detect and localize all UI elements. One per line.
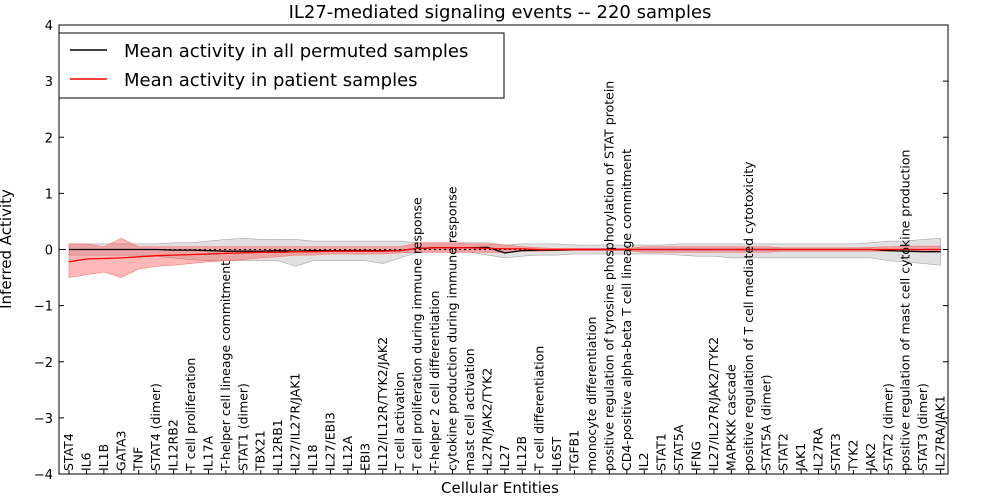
x-tick-label: STAT3 (828, 433, 843, 471)
x-tick-label: JAK1 (793, 443, 808, 472)
x-tick-label: EBI3 (357, 443, 372, 471)
confidence-bands (68, 238, 941, 278)
x-tick-label: IL1B (96, 444, 111, 471)
y-tick-label: −1 (34, 300, 53, 315)
x-axis-entity-labels: STAT4 IL6 IL1B GATA3 TNF STAT4 (dimer) IL12RB2… (61, 81, 948, 474)
x-tick-label: CD4-positive alpha-beta T cell lineage c… (619, 149, 634, 471)
x-tick-label: IL2 (636, 452, 651, 471)
x-tick-label: IL17A (201, 435, 216, 471)
legend: Mean activity in all permuted samples Me… (58, 32, 505, 99)
x-tick-label: TNF (131, 447, 146, 472)
y-tick-label: −4 (34, 468, 53, 483)
x-tick-label: positive regulation of T cell mediated c… (741, 161, 756, 471)
y-axis-ticks: 4 3 2 1 0 −1 −2 −3 −4 (34, 19, 948, 483)
x-tick-label: IL12A (340, 435, 355, 471)
x-tick-label: T cell proliferation (183, 358, 198, 472)
x-tick-label: IL12/IL12R/TYK2/JAK2 (375, 337, 390, 471)
y-tick-label: −3 (34, 412, 53, 427)
x-tick-label: IL12RB1 (270, 419, 285, 471)
x-tick-label: STAT4 (61, 433, 76, 471)
x-tick-label: GATA3 (113, 431, 128, 471)
x-tick-label: mast cell activation (462, 348, 477, 471)
x-tick-label: STAT1 (654, 433, 669, 471)
y-tick-label: 1 (45, 187, 53, 202)
x-tick-label: STAT1 (dimer) (235, 383, 250, 471)
x-tick-label: JAK2 (863, 443, 878, 472)
series-line-patient (68, 247, 941, 263)
chart-title: IL27-mediated signaling events -- 220 sa… (289, 2, 712, 23)
y-tick-label: 4 (45, 19, 53, 34)
x-tick-label: STAT2 (776, 433, 791, 471)
x-tick-label: STAT4 (dimer) (148, 383, 163, 471)
x-tick-label: IL6ST (549, 436, 564, 471)
x-tick-label: IL27/IL27R/JAK2/TYK2 (706, 337, 721, 471)
x-tick-label: IL27RA (811, 427, 826, 471)
series-lines (68, 246, 941, 263)
x-tick-label: IL27RA/JAK1 (933, 395, 948, 471)
x-tick-label: STAT5A (dimer) (758, 375, 773, 471)
y-tick-label: 3 (45, 75, 53, 90)
x-tick-label: monocyte differentiation (584, 317, 599, 471)
x-tick-label: positive regulation of tyrosine phosphor… (601, 81, 616, 471)
x-tick-label: TYK2 (845, 440, 860, 472)
legend-label-patient: Mean activity in patient samples (124, 70, 418, 91)
x-tick-label: IL27 (497, 444, 512, 471)
x-tick-label: T cell activation (392, 372, 407, 472)
x-tick-label: TGFB1 (567, 430, 582, 472)
legend-box (58, 32, 505, 99)
y-tick-label: −2 (34, 356, 53, 371)
x-tick-label: T cell differentiation (532, 346, 547, 472)
legend-label-permuted: Mean activity in all permuted samples (124, 41, 468, 62)
x-tick-label: MAPKKK cascade (723, 364, 738, 471)
x-tick-label: IL27/IL27R/JAK1 (288, 373, 303, 471)
x-tick-label: IL12RB2 (166, 419, 181, 471)
x-tick-label: STAT3 (dimer) (915, 383, 930, 471)
x-tick-label: IL6 (78, 452, 93, 471)
x-tick-label: positive regulation of mast cell cytokin… (898, 150, 913, 471)
x-axis-title: Cellular Entities (441, 479, 559, 497)
x-tick-label: IL18 (305, 444, 320, 471)
x-tick-label: IFNG (689, 441, 704, 471)
x-tick-label: cytokine production during immune respon… (445, 186, 460, 471)
x-tick-label: IL12B (514, 436, 529, 471)
x-tick-label: T cell proliferation during immune respo… (410, 197, 425, 472)
y-axis-title: Inferred Activity (0, 189, 15, 309)
y-tick-label: 2 (45, 131, 53, 146)
x-tick-label: TBX21 (253, 430, 268, 472)
x-tick-label: STAT2 (dimer) (880, 383, 895, 471)
x-tick-label: IL27/EBI3 (323, 412, 338, 471)
x-tick-label: T-helper cell lineage commitment (218, 261, 233, 472)
x-tick-label: STAT5A (671, 424, 686, 471)
x-tick-label: T-helper 2 cell differentiation (427, 291, 442, 472)
y-tick-label: 0 (45, 244, 53, 259)
x-tick-label: IL27R/JAK2/TYK2 (479, 368, 494, 471)
